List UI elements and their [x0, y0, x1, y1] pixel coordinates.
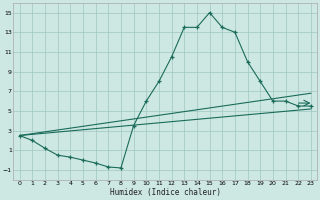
X-axis label: Humidex (Indice chaleur): Humidex (Indice chaleur) [110, 188, 221, 197]
